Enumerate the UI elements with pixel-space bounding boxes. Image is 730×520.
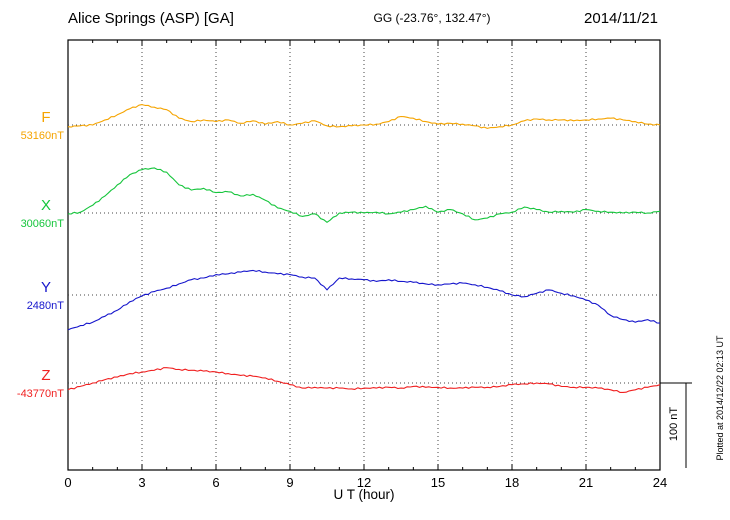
coords-label: GG (-23.76°, 132.47°) [374,11,491,25]
series-baseline-value-F: 53160nT [21,130,65,142]
trace-F [67,104,661,129]
trace-X [67,167,661,223]
x-tick-label: 9 [286,475,293,490]
x-tick-label: 0 [64,475,71,490]
plot-frame [67,39,661,471]
series-baseline-value-Y: 2480nT [27,300,65,312]
series-label-Y: Y [41,279,51,296]
plot-area: 0 3 6 9 12 15 18 21 24 F 53160nT X 30060nT Y 2480nT Z -4… [17,39,692,490]
series-label-X: X [41,197,51,214]
station-title: Alice Springs (ASP) [GA] [68,10,234,27]
x-tick-label: 21 [579,475,593,490]
x-tick-label: 12 [357,475,371,490]
series-baseline-value-X: 30060nT [21,218,65,230]
x-tick-label: 3 [138,475,145,490]
trace-Y [67,269,661,331]
x-axis-title: U T (hour) [333,487,394,502]
x-tick-label: 24 [653,475,667,490]
series-baseline-value-Z: -43770nT [17,388,64,400]
plotted-at-note: Plotted at 2014/12/22 02:13 UT [715,335,725,461]
x-tick-label: 15 [431,475,445,490]
date-label: 2014/11/21 [584,10,658,27]
x-tick-label: 6 [212,475,219,490]
scale-bar-label: 100 nT [668,407,680,442]
series-label-Z: Z [41,367,50,384]
x-tick-label: 18 [505,475,519,490]
trace-Z [67,367,661,393]
series-label-F: F [41,109,50,126]
